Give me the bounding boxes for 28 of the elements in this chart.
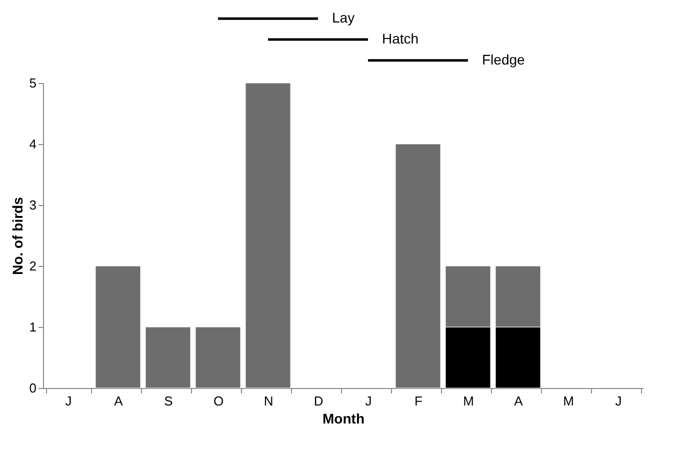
bar xyxy=(395,144,441,388)
bar xyxy=(145,326,191,388)
x-tick-label: A xyxy=(514,394,524,408)
y-tick-label: 5 xyxy=(29,76,36,90)
text: Fledge xyxy=(482,51,526,68)
x-tick-label: S xyxy=(164,394,174,408)
x-tick-label: J xyxy=(365,394,372,408)
bar xyxy=(245,82,291,388)
y-tick-label: 0 xyxy=(29,380,36,396)
x-tick-label: M xyxy=(563,394,574,408)
bar xyxy=(195,326,241,388)
y-tick-label: 4 xyxy=(29,136,36,152)
y-axis-title: No. of birds xyxy=(9,196,26,275)
bar xyxy=(95,266,141,388)
y-tick-label: 1 xyxy=(29,320,36,334)
x-tick-label: N xyxy=(264,394,274,408)
y-tick-label: 3 xyxy=(29,198,36,212)
text: Lay xyxy=(332,10,355,26)
x-tick-label: A xyxy=(114,394,124,408)
x-axis-title: Month xyxy=(322,410,364,426)
x-tick-label: M xyxy=(463,394,474,408)
x-tick-label: J xyxy=(615,394,622,408)
y-tick-label: 2 xyxy=(29,258,36,274)
x-tick-label: O xyxy=(213,394,224,408)
text: Hatch xyxy=(382,30,419,46)
x-tick-label: F xyxy=(414,394,423,408)
x-tick-label: D xyxy=(314,394,324,408)
x-tick-label: J xyxy=(65,394,72,408)
